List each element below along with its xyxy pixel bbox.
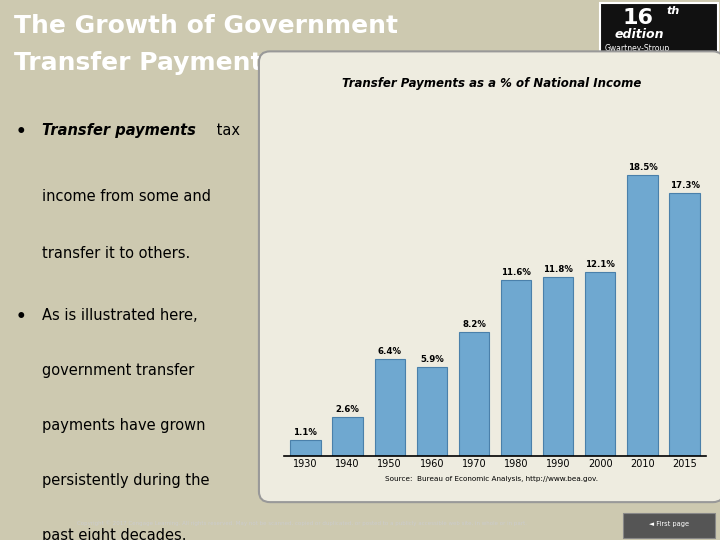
FancyBboxPatch shape	[259, 51, 720, 502]
Text: Sobel-Macpherson: Sobel-Macpherson	[605, 58, 675, 66]
Text: 12.1%: 12.1%	[585, 260, 615, 269]
Bar	[501, 280, 531, 456]
Text: 1.1%: 1.1%	[294, 428, 318, 437]
Text: 17.3%: 17.3%	[670, 181, 700, 190]
Text: 11.8%: 11.8%	[544, 265, 573, 274]
Text: 8.2%: 8.2%	[462, 320, 486, 329]
Text: payments have grown: payments have grown	[42, 418, 205, 433]
Bar	[417, 367, 447, 456]
Text: •: •	[16, 123, 27, 141]
Text: 18.5%: 18.5%	[628, 163, 657, 172]
Text: th: th	[666, 6, 680, 16]
Bar	[585, 272, 616, 456]
Text: ◄ First page: ◄ First page	[649, 521, 689, 527]
Text: edition: edition	[615, 28, 665, 41]
Text: Transfer payments: Transfer payments	[42, 123, 196, 138]
Text: Transfer Payments as a % of National Income: Transfer Payments as a % of National Inc…	[342, 77, 641, 90]
Bar	[333, 417, 363, 456]
FancyBboxPatch shape	[623, 512, 715, 538]
Text: •: •	[16, 308, 27, 326]
Text: transfer it to others.: transfer it to others.	[42, 246, 190, 261]
Text: 2.6%: 2.6%	[336, 405, 359, 414]
Text: 16: 16	[622, 9, 653, 29]
Bar	[374, 359, 405, 456]
Text: As is illustrated here,: As is illustrated here,	[42, 308, 197, 323]
Bar	[290, 440, 320, 456]
Text: persistently during the: persistently during the	[42, 473, 210, 488]
Bar	[670, 193, 700, 456]
Text: 6.4%: 6.4%	[378, 347, 402, 356]
Bar	[543, 276, 573, 456]
Bar	[459, 332, 489, 456]
Text: Gwartney-Stroup: Gwartney-Stroup	[605, 44, 670, 52]
Text: income from some and: income from some and	[42, 189, 211, 204]
Text: government transfer: government transfer	[42, 363, 194, 378]
Text: Source:  Bureau of Economic Analysis, http://www.bea.gov.: Source: Bureau of Economic Analysis, htt…	[385, 476, 598, 482]
Text: past eight decades.: past eight decades.	[42, 528, 186, 540]
Text: tax: tax	[212, 123, 240, 138]
Text: Transfer Payments: Transfer Payments	[14, 51, 278, 75]
Text: 5.9%: 5.9%	[420, 355, 444, 364]
Text: The Growth of Government: The Growth of Government	[14, 14, 398, 38]
Text: 11.6%: 11.6%	[501, 268, 531, 277]
Bar	[627, 175, 657, 456]
FancyBboxPatch shape	[600, 3, 718, 68]
Text: Copyright © 2017 Cengage Learning. All rights reserved. May not be scanned, copi: Copyright © 2017 Cengage Learning. All r…	[77, 521, 527, 526]
